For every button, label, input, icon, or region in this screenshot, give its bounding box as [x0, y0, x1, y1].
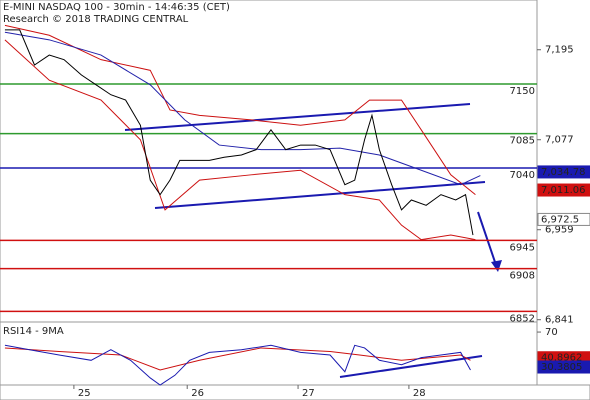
y-tick-label: 70: [545, 327, 558, 338]
trendline: [124, 103, 471, 131]
price-tag-label: 40.8962: [541, 353, 582, 364]
y-tick-label: 7,195: [545, 45, 574, 56]
trendline: [154, 181, 486, 209]
price-tag: [537, 165, 590, 179]
price-tag-label: 7,034.78: [541, 167, 586, 178]
y-tick-label: 6,841: [545, 315, 574, 326]
plot-frame: [0, 0, 538, 386]
series-line: [4, 24, 476, 196]
level-label: 6945: [510, 242, 535, 253]
series-line: [4, 29, 474, 236]
x-tick-label: 28: [413, 388, 426, 399]
price-tag: [537, 360, 590, 374]
series-line: [4, 31, 481, 186]
x-tick-label: 25: [78, 388, 91, 399]
x-tick-label: 26: [191, 388, 204, 399]
trendline: [339, 355, 483, 378]
date-axis: [0, 384, 590, 400]
level-label: 6852: [510, 313, 535, 324]
rsi-title: RSI14 - 9MA: [3, 326, 64, 337]
level-label: 7150: [510, 86, 535, 97]
level-label: 6908: [510, 271, 535, 282]
x-tick-label: 27: [302, 388, 315, 399]
price-tag-label: 6,972.5: [541, 214, 579, 225]
price-tag-label: 30.3805: [541, 362, 582, 373]
price-tag: [537, 212, 590, 226]
arrow-head: [491, 260, 502, 272]
series-line: [4, 39, 476, 241]
chart-subtitle: Research © 2018 TRADING CENTRAL: [3, 14, 189, 25]
series-line: [4, 347, 471, 371]
price-tag-label: 7,011.06: [541, 185, 586, 196]
price-tag: [537, 183, 590, 197]
y-tick-label: 6,959: [545, 225, 574, 236]
level-label: 7085: [510, 136, 535, 147]
series-line: [4, 344, 471, 386]
y-tick-label: 7,077: [545, 135, 574, 146]
level-label: 7040: [510, 170, 535, 181]
chart-title: E-MINI NASDAQ 100 - 30min - 14:46:35 (CE…: [3, 2, 230, 13]
